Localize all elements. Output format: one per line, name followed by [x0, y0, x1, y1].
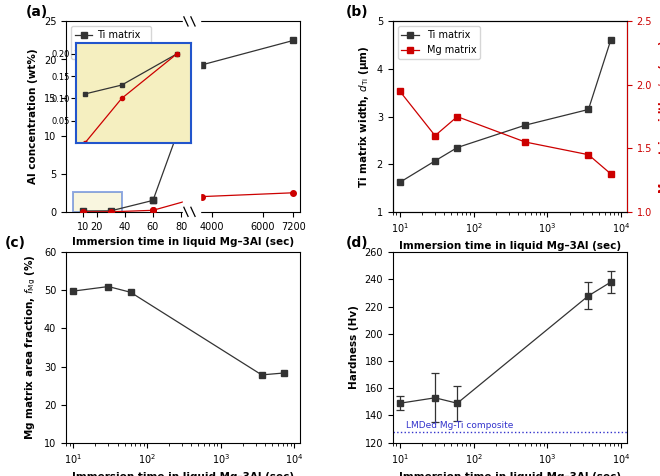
Text: LMDed Mg-Ti composite: LMDed Mg-Ti composite — [406, 421, 513, 430]
Y-axis label: Al concentration (wt%): Al concentration (wt%) — [28, 49, 38, 184]
Y-axis label: Mg matrix area fraction, $f_{\mathrm{Mg}}$ (%): Mg matrix area fraction, $f_{\mathrm{Mg}… — [24, 255, 38, 440]
Legend: Ti matrix, Mg matrix: Ti matrix, Mg matrix — [71, 26, 150, 59]
Bar — [73, 192, 122, 212]
Legend: Ti matrix, Mg matrix: Ti matrix, Mg matrix — [397, 26, 480, 59]
Bar — [183, 14, 200, 219]
X-axis label: Immersion time in liquid Mg–3Al (sec): Immersion time in liquid Mg–3Al (sec) — [72, 237, 294, 247]
X-axis label: Immersion time in liquid Mg–3Al (sec): Immersion time in liquid Mg–3Al (sec) — [399, 472, 621, 476]
X-axis label: Immersion time in liquid Mg–3Al (sec): Immersion time in liquid Mg–3Al (sec) — [72, 472, 294, 476]
Text: (c): (c) — [5, 236, 26, 249]
Y-axis label: Mg matrix width, $d_{\mathrm{Mg}}$ (μm): Mg matrix width, $d_{\mathrm{Mg}}$ (μm) — [658, 40, 660, 194]
Text: (a): (a) — [26, 5, 48, 19]
Text: (d): (d) — [346, 236, 368, 249]
Y-axis label: Ti matrix width, $d_{\mathrm{Ti}}$ (μm): Ti matrix width, $d_{\mathrm{Ti}}$ (μm) — [357, 45, 371, 188]
Y-axis label: Hardness (Hv): Hardness (Hv) — [348, 306, 359, 389]
X-axis label: Immersion time in liquid Mg–3Al (sec): Immersion time in liquid Mg–3Al (sec) — [399, 241, 621, 251]
Text: (b): (b) — [346, 5, 368, 19]
